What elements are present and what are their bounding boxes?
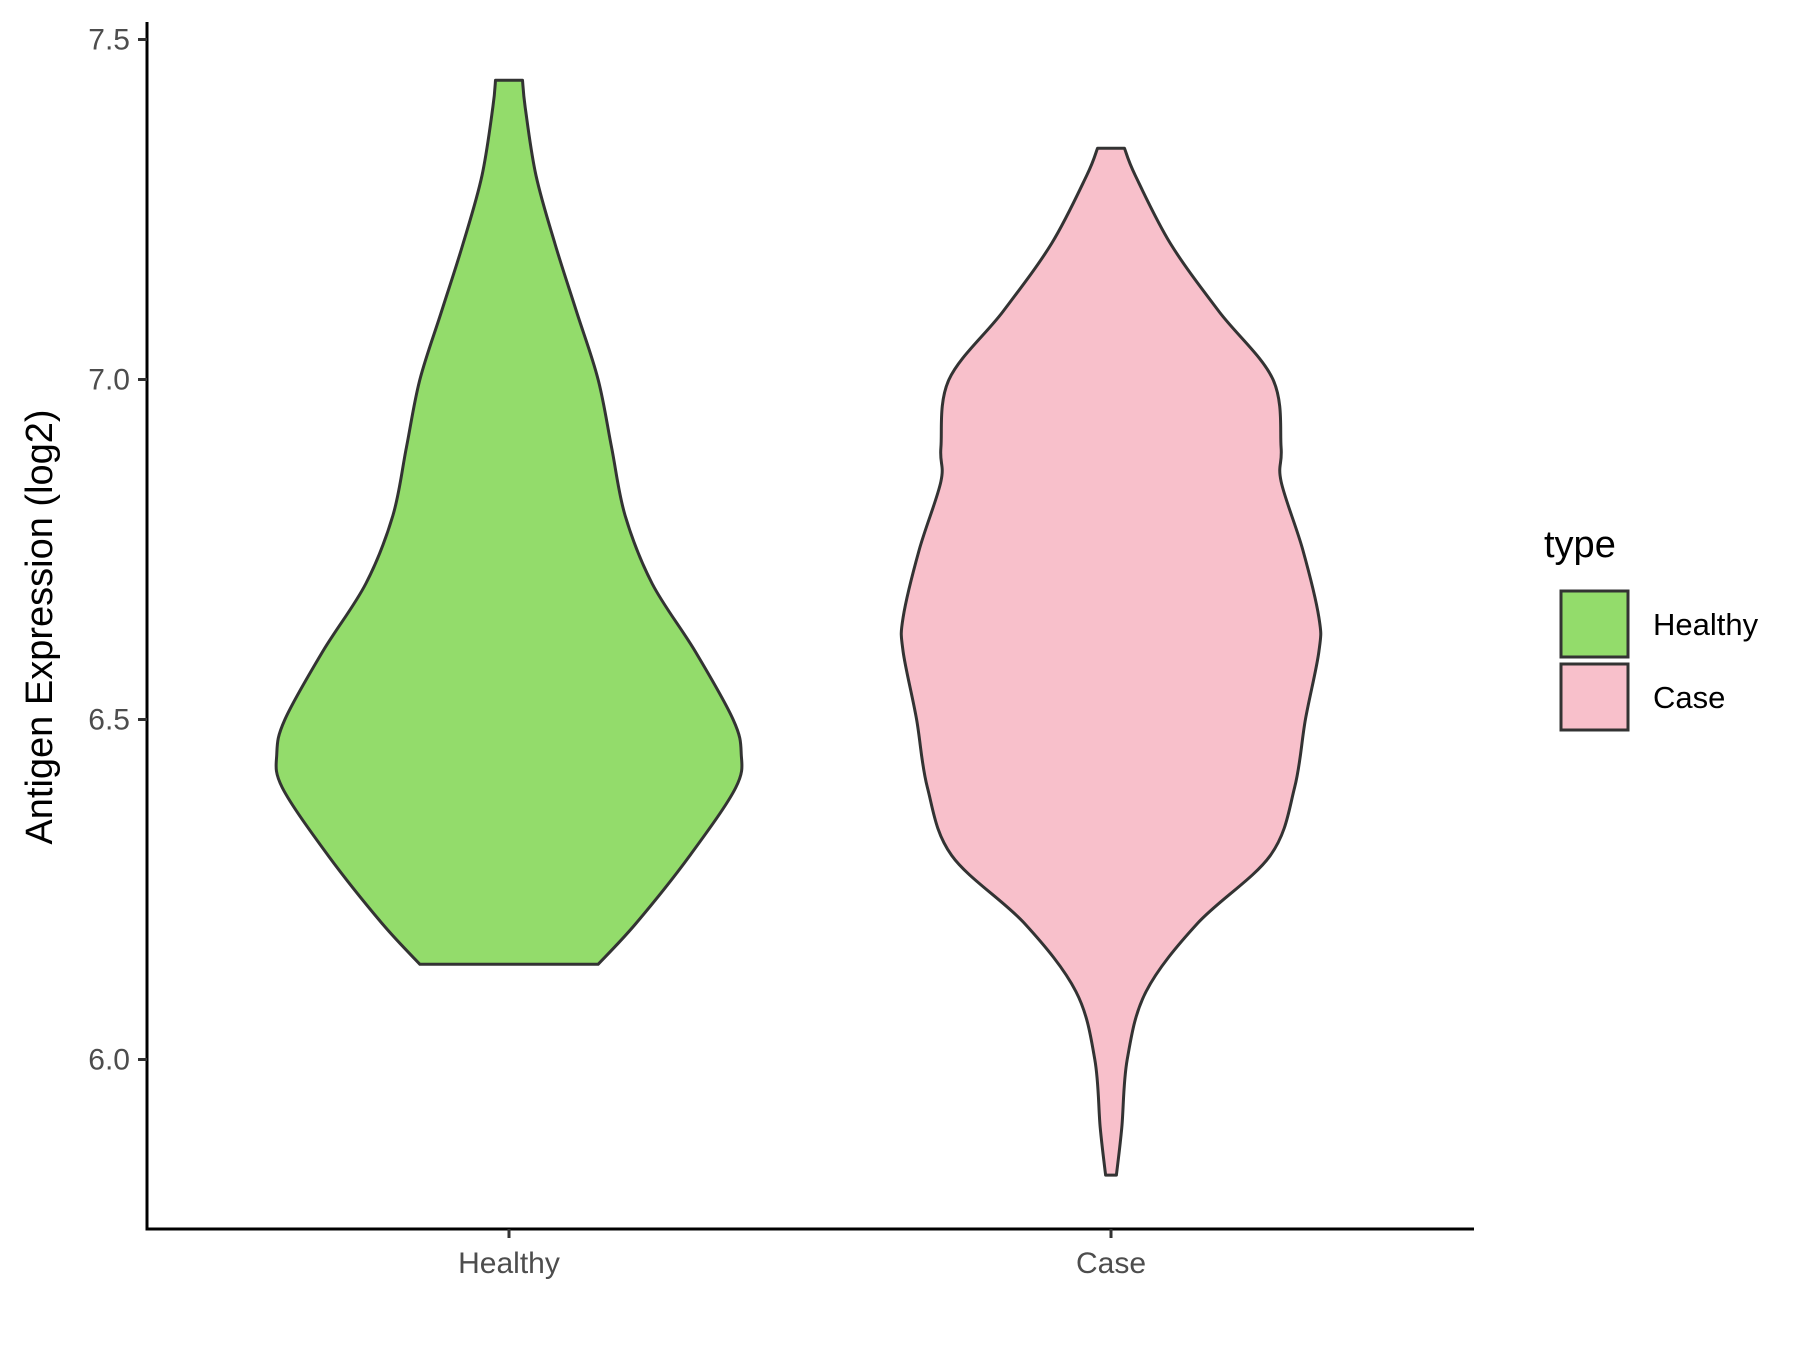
legend-items: Healthy Case bbox=[1559, 589, 1759, 732]
x-tick-label: Case bbox=[1076, 1247, 1146, 1280]
legend: type Healthy Case bbox=[1544, 524, 1759, 732]
violin-case bbox=[899, 146, 1323, 1177]
legend-key-case bbox=[1559, 662, 1630, 732]
y-tick-label: 6.5 bbox=[88, 704, 130, 737]
x-axis: Healthy Case bbox=[145, 1227, 1474, 1280]
y-axis-title: Antigen Expression (log2) bbox=[19, 409, 61, 844]
y-ticks: 6.0 6.5 7.0 7.5 bbox=[88, 24, 147, 1077]
legend-label: Healthy bbox=[1653, 607, 1759, 642]
y-tick-label: 7.5 bbox=[88, 24, 130, 57]
y-tick-label: 7.0 bbox=[88, 364, 130, 397]
y-tick-label: 6.0 bbox=[88, 1044, 130, 1077]
y-axis: 6.0 6.5 7.0 7.5 bbox=[88, 22, 149, 1229]
legend-label: Case bbox=[1653, 680, 1725, 715]
x-ticks: Healthy Case bbox=[458, 1229, 1146, 1280]
x-tick-label: Healthy bbox=[458, 1247, 560, 1280]
violin-healthy bbox=[274, 78, 744, 966]
legend-title: type bbox=[1544, 524, 1616, 566]
violins-group bbox=[274, 78, 1323, 1177]
legend-key-healthy bbox=[1559, 589, 1630, 659]
